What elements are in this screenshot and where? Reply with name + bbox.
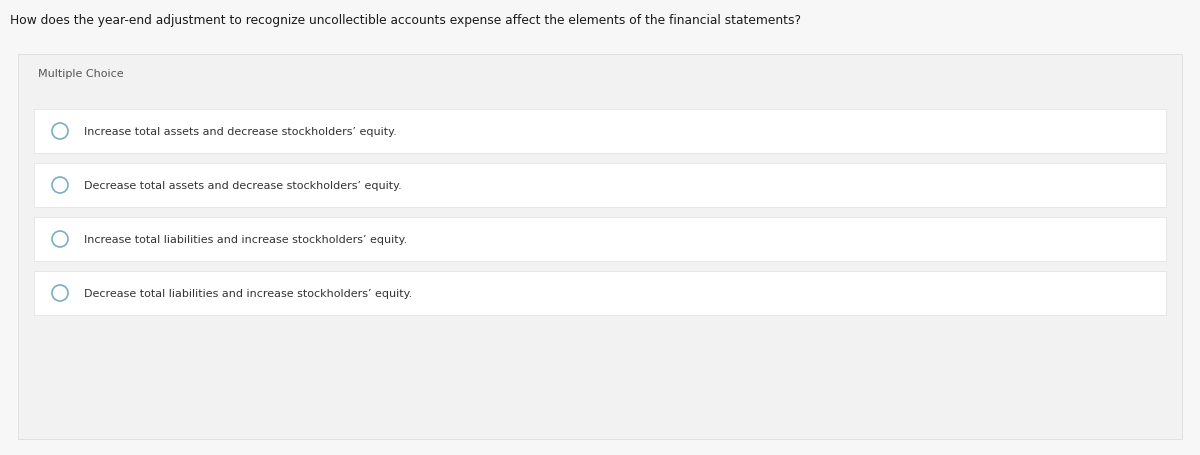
Circle shape [52, 124, 68, 140]
Circle shape [52, 177, 68, 193]
FancyBboxPatch shape [34, 164, 1166, 207]
Text: Decrease total assets and decrease stockholders’ equity.: Decrease total assets and decrease stock… [84, 181, 402, 191]
Circle shape [52, 285, 68, 301]
Circle shape [52, 232, 68, 248]
FancyBboxPatch shape [18, 55, 1182, 439]
Text: How does the year-end adjustment to recognize uncollectible accounts expense aff: How does the year-end adjustment to reco… [10, 14, 802, 27]
Text: Multiple Choice: Multiple Choice [38, 69, 124, 79]
FancyBboxPatch shape [34, 110, 1166, 154]
FancyBboxPatch shape [34, 217, 1166, 262]
Text: Increase total liabilities and increase stockholders’ equity.: Increase total liabilities and increase … [84, 234, 407, 244]
FancyBboxPatch shape [34, 271, 1166, 315]
Text: Decrease total liabilities and increase stockholders’ equity.: Decrease total liabilities and increase … [84, 288, 413, 298]
Text: Increase total assets and decrease stockholders’ equity.: Increase total assets and decrease stock… [84, 127, 397, 136]
